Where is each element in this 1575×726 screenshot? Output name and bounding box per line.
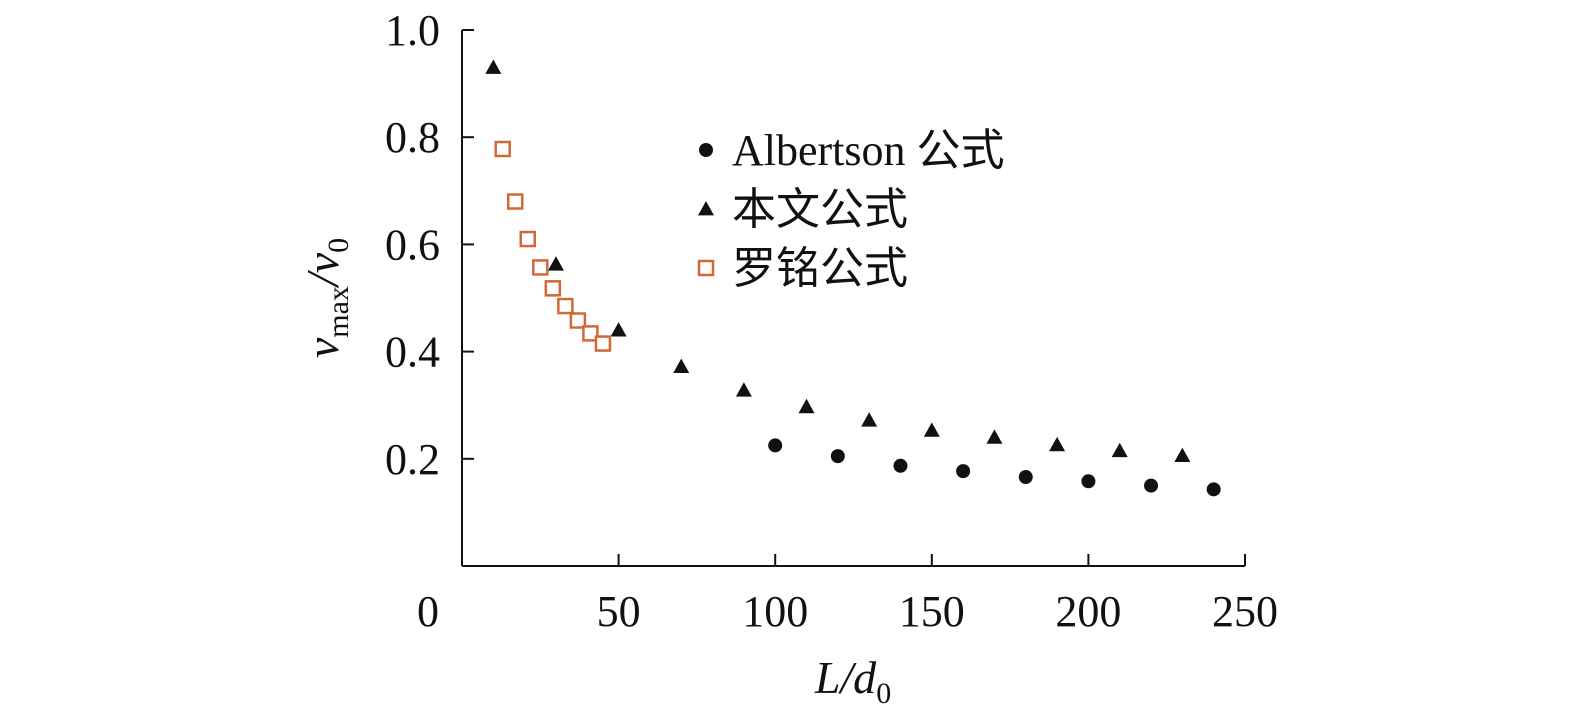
tick-labels: 0 50 100 150 200 250 0.2 0.4 0.6 0.8 1.0 bbox=[385, 6, 1278, 636]
data-point-triangle bbox=[610, 322, 627, 337]
series-triangle bbox=[485, 59, 1191, 462]
data-point-triangle bbox=[735, 382, 752, 397]
data-point-square-open bbox=[506, 193, 524, 210]
legend-item-square-open: 罗铭公式 bbox=[697, 244, 908, 293]
data-point-circle bbox=[893, 458, 908, 473]
legend-item-triangle: 本文公式 bbox=[698, 185, 908, 234]
data-point-square-open bbox=[544, 280, 562, 297]
data-point-triangle bbox=[861, 412, 878, 427]
data-point-circle bbox=[1206, 482, 1221, 497]
data-point-circle bbox=[1081, 474, 1096, 489]
x-tick-label: 150 bbox=[899, 587, 965, 636]
data-point-circle bbox=[768, 438, 783, 453]
data-point-circle bbox=[830, 449, 845, 464]
data-point-square-open bbox=[569, 312, 587, 329]
x-tick-label: 200 bbox=[1055, 587, 1121, 636]
data-point-square-open bbox=[582, 325, 599, 342]
x-tick-label: 250 bbox=[1212, 587, 1278, 636]
data-point-triangle bbox=[798, 398, 815, 414]
data-point-triangle bbox=[986, 429, 1003, 444]
legend-label: 罗铭公式 bbox=[732, 244, 908, 293]
data-point-triangle bbox=[673, 358, 690, 374]
y-tick-label: 1.0 bbox=[385, 6, 440, 55]
series-circle bbox=[768, 438, 1221, 497]
legend-marker-square-open bbox=[697, 259, 715, 277]
y-tick-label: 0.2 bbox=[385, 435, 440, 484]
data-point-square-open bbox=[519, 230, 537, 248]
data-point-circle bbox=[1018, 470, 1033, 485]
data-point-square-open bbox=[494, 140, 511, 158]
y-axis-title: vmax/v0 bbox=[297, 238, 355, 358]
ticks bbox=[462, 29, 1246, 566]
y-tick-label: 0.6 bbox=[385, 220, 440, 269]
data-point-triangle bbox=[547, 256, 564, 271]
data-point-triangle bbox=[923, 422, 940, 437]
data-point-triangle bbox=[1174, 447, 1191, 462]
legend-item-circle: Albertson 公式 bbox=[699, 126, 1005, 175]
legend-marker-triangle bbox=[698, 201, 714, 216]
data-point-triangle bbox=[1049, 436, 1066, 452]
x-axis-title: L/d0 bbox=[814, 652, 891, 710]
data-point-circle bbox=[956, 464, 971, 479]
y-tick-label: 0.8 bbox=[385, 113, 440, 162]
series-square-open bbox=[494, 140, 612, 352]
data-points bbox=[485, 59, 1221, 497]
legend-label: Albertson 公式 bbox=[732, 126, 1005, 175]
data-point-triangle bbox=[485, 59, 502, 74]
legend-marker-circle bbox=[699, 143, 713, 157]
data-point-square-open bbox=[557, 297, 574, 315]
data-point-square-open bbox=[532, 259, 549, 276]
x-tick-label: 50 bbox=[597, 587, 641, 636]
x-tick-label: 100 bbox=[742, 587, 808, 636]
data-point-circle bbox=[1144, 478, 1159, 493]
x-tick-label: 0 bbox=[417, 587, 439, 636]
data-point-triangle bbox=[1111, 442, 1128, 458]
legend-label: 本文公式 bbox=[732, 185, 908, 234]
data-point-square-open bbox=[594, 335, 612, 352]
y-tick-label: 0.4 bbox=[385, 328, 440, 377]
axes bbox=[461, 30, 1245, 567]
